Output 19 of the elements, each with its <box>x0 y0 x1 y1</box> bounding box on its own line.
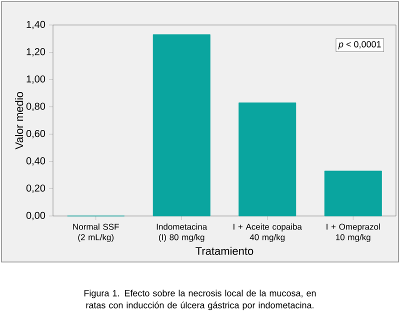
bar <box>238 102 296 216</box>
y-tick-label: 1,20 <box>26 48 46 56</box>
x-tick-label: I + Omeprazol 10 mg/kg <box>326 224 380 242</box>
y-axis-title: Valor medio <box>15 92 24 150</box>
bar <box>324 170 382 216</box>
annotation: p < 0,0001 <box>338 41 381 50</box>
bar <box>152 34 210 216</box>
y-tick-label: 0,40 <box>26 157 46 166</box>
text: Figura 1. Efecto sobre la necrosis local de la mucosa, en ratas con inducción de úlcera gástrica por indometacina. <box>84 290 316 310</box>
y-tick-label: 1,00 <box>26 75 46 84</box>
x-tick-label: I + Aceite copaiba 40 mg/kg <box>234 224 302 242</box>
y-tick-label: 0,20 <box>26 184 46 193</box>
x-axis-title: Tratamiento <box>196 246 254 255</box>
y-tick-label: 0,00 <box>26 212 46 220</box>
y-tick-label: 0,60 <box>26 130 46 138</box>
y-tick-label: 0,80 <box>26 102 46 111</box>
x-tick-label: Normal SSF (2 mL/kg) <box>73 224 119 242</box>
x-tick-label: Indometacina (I) 80 mg/kg <box>156 224 208 242</box>
y-tick-label: 1,40 <box>26 20 46 30</box>
